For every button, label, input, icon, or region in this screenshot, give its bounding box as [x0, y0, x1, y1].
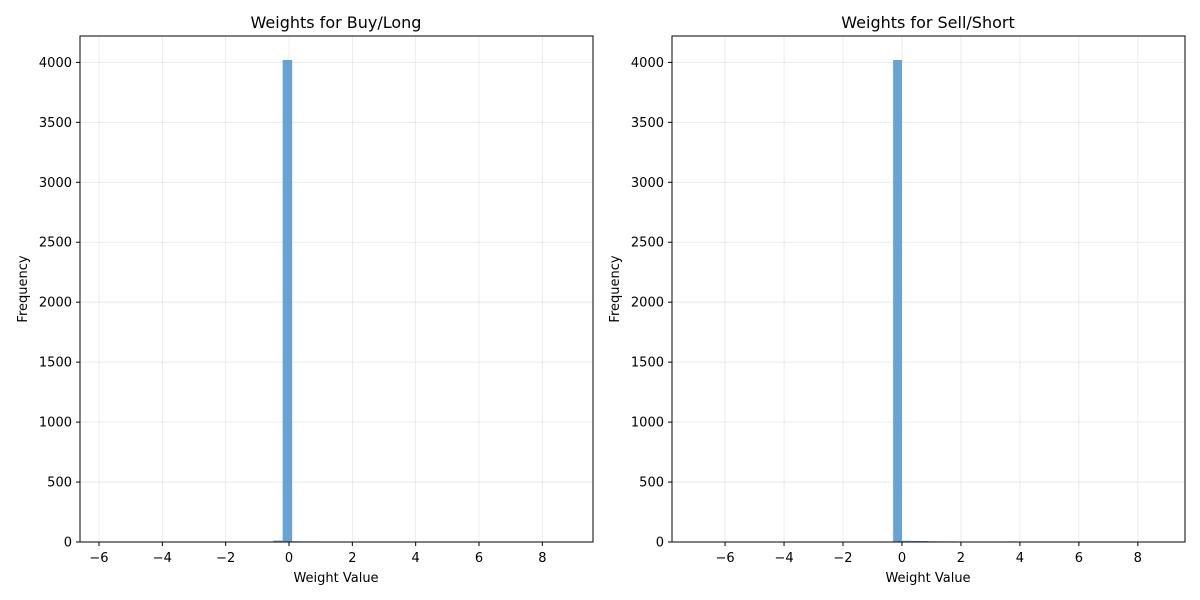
chart-title: Weights for Buy/Long	[251, 13, 422, 32]
x-tick-label: −4	[774, 551, 793, 566]
histogram-bar	[901, 540, 911, 542]
y-tick-label: 2000	[39, 296, 72, 311]
histogram-bar	[273, 540, 283, 542]
x-tick-label: 8	[538, 551, 546, 566]
x-axis-label: Weight Value	[293, 571, 378, 586]
y-tick-label: 500	[639, 476, 664, 491]
chart-title: Weights for Sell/Short	[841, 13, 1014, 32]
plot-area: −6 −4 −2 0 2 4 6 8 0 500 1000 1500 2000 2500 3000 3500 4…	[631, 35, 1186, 566]
x-tick-label: 4	[1016, 551, 1024, 566]
x-tick-label: −2	[216, 551, 235, 566]
y-tick-label: 2000	[631, 296, 664, 311]
plot-area: −6 −4 −2 0 2 4 6 8 0 500 1000 1500 2000 2500 3000 3500 4…	[39, 35, 594, 566]
y-tick-label: 3500	[631, 116, 664, 131]
y-tick-label: 3000	[39, 176, 72, 191]
histogram-bar	[910, 540, 920, 542]
y-axis-label: Frequency	[608, 255, 623, 322]
y-tick-label: 2500	[631, 236, 664, 251]
y-tick-label: 4000	[631, 56, 664, 71]
y-tick-label: 500	[47, 476, 72, 491]
x-tick-label: −6	[89, 551, 108, 566]
x-tick-label: 4	[412, 551, 420, 566]
histogram-bar	[893, 59, 902, 542]
y-tick-label: 3500	[39, 116, 72, 131]
x-tick-label: 8	[1134, 551, 1142, 566]
x-tick-label: −4	[153, 551, 172, 566]
buy-long-histogram-panel: −6 −4 −2 0 2 4 6 8 0 500 1000 1500 2000 2500 3000 3500 4…	[16, 13, 594, 586]
x-tick-label: 0	[285, 551, 293, 566]
x-tick-label: 2	[348, 551, 356, 566]
x-axis-label: Weight Value	[885, 571, 970, 586]
x-tick-label: 6	[475, 551, 483, 566]
x-tick-label: 2	[957, 551, 965, 566]
y-tick-label: 1500	[39, 356, 72, 371]
y-tick-label: 0	[656, 536, 664, 551]
y-tick-label: 1000	[39, 416, 72, 431]
y-tick-label: 4000	[39, 56, 72, 71]
y-tick-label: 3000	[631, 176, 664, 191]
y-tick-label: 0	[64, 536, 72, 551]
y-tick-label: 1500	[631, 356, 664, 371]
y-tick-label: 1000	[631, 416, 664, 431]
x-tick-label: −6	[715, 551, 734, 566]
plot-frame	[79, 35, 594, 543]
sell-short-histogram-panel: −6 −4 −2 0 2 4 6 8 0 500 1000 1500 2000 2500 3000 3500 4…	[608, 13, 1186, 586]
x-tick-label: 6	[1075, 551, 1083, 566]
y-tick-label: 2500	[39, 236, 72, 251]
histogram-bar	[282, 59, 293, 542]
x-tick-label: −2	[833, 551, 852, 566]
y-axis-label: Frequency	[16, 255, 31, 322]
plot-frame	[671, 35, 1186, 543]
x-tick-label: 0	[898, 551, 906, 566]
